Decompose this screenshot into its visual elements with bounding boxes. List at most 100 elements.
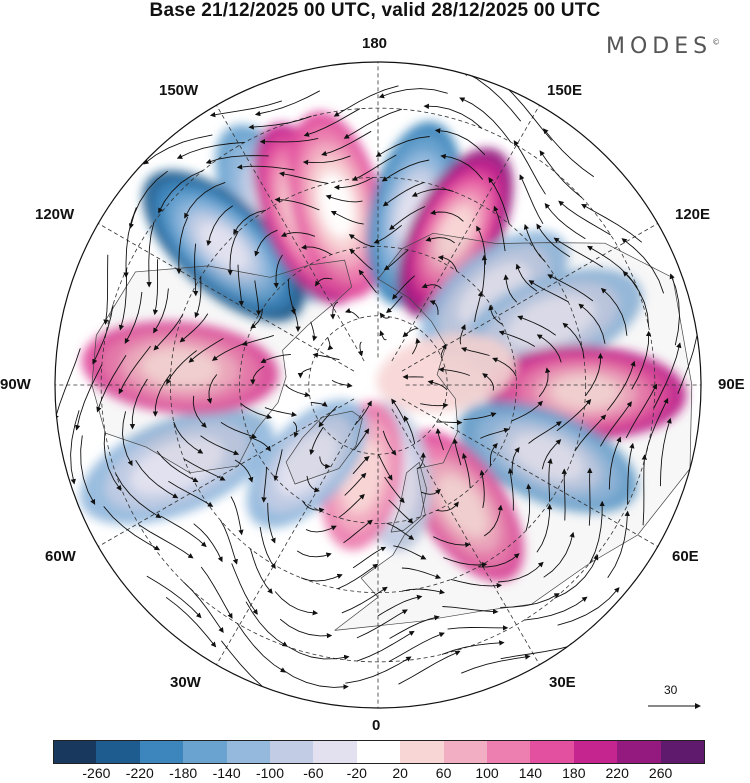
streamline-arrow bbox=[182, 581, 224, 634]
map-boundary bbox=[54, 61, 702, 709]
streamline-arrow bbox=[124, 291, 143, 344]
streamline-arrow bbox=[462, 71, 522, 122]
streamline-arrow bbox=[152, 373, 172, 417]
streamline-arrow bbox=[483, 504, 503, 537]
streamline-arrow bbox=[254, 229, 278, 257]
streamline-arrow bbox=[240, 403, 273, 420]
streamline-arrow bbox=[152, 259, 159, 316]
streamline-arrow bbox=[488, 304, 503, 325]
streamline-arrow bbox=[437, 254, 458, 272]
streamline-arrow bbox=[280, 231, 316, 237]
streamline-arrow bbox=[129, 378, 148, 430]
lon-label-60w: 60W bbox=[45, 548, 76, 565]
streamline-arrow bbox=[392, 275, 416, 300]
streamline-arrow bbox=[600, 401, 632, 447]
streamline-arrow bbox=[296, 550, 332, 558]
streamline-arrow bbox=[474, 290, 483, 322]
streamline-arrow bbox=[500, 593, 560, 608]
streamline-arrow bbox=[587, 245, 638, 287]
streamline-arrow bbox=[193, 523, 223, 563]
streamline-arrow bbox=[264, 407, 297, 417]
anomaly-contour bbox=[436, 206, 475, 260]
colorbar-swatch bbox=[660, 740, 706, 764]
colorbar-swatch bbox=[356, 740, 401, 764]
streamline-arrow bbox=[641, 454, 648, 526]
colorbar-tick-label: -180 bbox=[169, 765, 198, 781]
streamline-arrow bbox=[625, 383, 658, 439]
streamline-arrow bbox=[55, 348, 81, 421]
streamline-arrow bbox=[211, 342, 247, 361]
streamline-arrow bbox=[501, 82, 553, 141]
streamline-arrow bbox=[356, 630, 415, 662]
streamline-arrow bbox=[128, 170, 168, 229]
meridian bbox=[216, 408, 365, 665]
streamline-arrow bbox=[74, 364, 103, 431]
streamline-arrow bbox=[440, 153, 484, 180]
streamline-arrow bbox=[606, 360, 636, 411]
streamline-arrow bbox=[461, 347, 490, 356]
meridian bbox=[391, 105, 540, 362]
streamline-arrow bbox=[248, 115, 312, 130]
streamline-arrow bbox=[249, 436, 271, 452]
streamline-arrow bbox=[254, 90, 321, 117]
streamline-arrow bbox=[303, 108, 361, 137]
streamline-arrow bbox=[389, 615, 440, 639]
streamline-arrow bbox=[236, 623, 286, 673]
streamline-arrow bbox=[158, 170, 204, 214]
streamline-arrow bbox=[267, 502, 276, 544]
streamline-arrow bbox=[489, 443, 498, 466]
streamline-arrow bbox=[379, 312, 391, 319]
streamline-arrow bbox=[300, 573, 343, 582]
streamline-arrow bbox=[627, 442, 635, 505]
colorbar-tick-label: -20 bbox=[346, 765, 367, 781]
streamline-arrow bbox=[345, 656, 412, 684]
streamline-arrow bbox=[80, 435, 96, 505]
streamline-arrow bbox=[250, 365, 265, 385]
streamline-arrow bbox=[443, 557, 488, 568]
streamline-arrow bbox=[447, 625, 509, 631]
colorbar-swatch bbox=[96, 740, 141, 764]
lon-label-150w: 150W bbox=[159, 82, 199, 99]
streamline-arrow bbox=[209, 100, 283, 118]
colorbar-swatch bbox=[139, 740, 184, 764]
streamline-arrow bbox=[200, 566, 233, 619]
streamline-arrow bbox=[388, 499, 414, 524]
meridian bbox=[391, 408, 540, 665]
streamline-arrow bbox=[274, 591, 319, 616]
streamline-arrow bbox=[515, 263, 538, 292]
streamline-arrow bbox=[511, 400, 543, 422]
streamline-arrow bbox=[254, 280, 262, 316]
streamline-arrow bbox=[436, 501, 459, 512]
streamline-arrow bbox=[528, 280, 569, 303]
streamline-arrow bbox=[327, 337, 334, 351]
modes-logo: MODES© bbox=[606, 34, 720, 59]
streamline-arrow bbox=[319, 456, 331, 469]
streamline-arrow bbox=[325, 194, 363, 203]
meridian bbox=[98, 398, 355, 547]
streamline-arrow bbox=[561, 468, 567, 521]
streamline-arrow bbox=[156, 450, 199, 483]
lon-label-60e: 60E bbox=[672, 548, 699, 565]
streamline-arrow bbox=[492, 357, 517, 377]
streamline-arrow bbox=[381, 159, 430, 182]
streamline-arrow bbox=[440, 343, 447, 359]
streamline-arrow bbox=[389, 206, 426, 230]
streamline-arrow bbox=[587, 467, 593, 526]
latitude-circle bbox=[308, 315, 448, 455]
streamline-arrow bbox=[312, 352, 340, 361]
streamline-arrow bbox=[231, 563, 258, 615]
streamline-arrow bbox=[279, 171, 329, 184]
anomaly-center bbox=[401, 430, 524, 582]
streamline-arrow bbox=[344, 308, 360, 319]
streamline-arrow bbox=[330, 210, 364, 225]
streamline-arrow bbox=[669, 273, 680, 346]
streamline-arrow bbox=[574, 414, 607, 452]
streamline-arrow bbox=[553, 237, 604, 268]
streamline-arrow bbox=[306, 475, 320, 493]
streamline-arrow bbox=[341, 586, 388, 614]
streamline-arrow bbox=[430, 209, 464, 222]
streamline-arrow bbox=[301, 244, 332, 255]
streamline-arrow bbox=[321, 130, 372, 156]
streamline-arrow bbox=[115, 473, 162, 519]
lon-label-120e: 120E bbox=[675, 206, 711, 223]
